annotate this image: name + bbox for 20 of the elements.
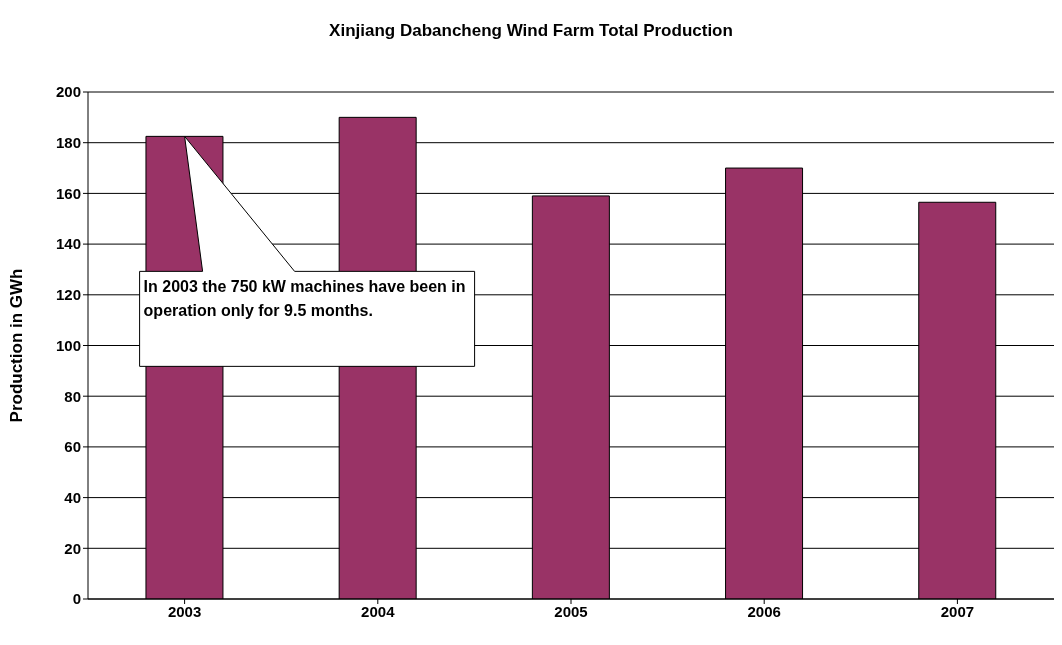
y-tick-label: 180: [55, 134, 81, 152]
y-tick-label: 120: [55, 286, 81, 304]
x-tick-label: 2007: [940, 602, 975, 620]
y-tick-label: 20: [64, 539, 81, 557]
x-tick-label: 2004: [361, 602, 396, 620]
callout: In 2003 the 750 kW machines have been in operation only for 9.5 months.: [139, 135, 476, 367]
y-tick-label: 40: [64, 488, 81, 506]
y-tick-label: 140: [55, 235, 81, 253]
annotation: In 2003 the 750 kW machines have been in operation only for 9.5 months.: [143, 277, 467, 322]
y-tick-label: 80: [64, 387, 81, 405]
chart-title: Xinjiang Dabancheng Wind Farm Total Production: [328, 20, 734, 42]
y-tick-label: 200: [55, 83, 81, 101]
x-tick-label: 2006: [747, 602, 781, 620]
y-axis-title: Production in GWh: [7, 268, 27, 423]
y-tick-label: 60: [64, 438, 81, 456]
x-tick-label: 2005: [554, 602, 588, 620]
x-tick-label: 2003: [167, 602, 202, 620]
y-tick-label: 100: [55, 336, 81, 354]
y-tick-label: 0: [72, 590, 81, 608]
y-tick-label: 160: [55, 184, 81, 202]
